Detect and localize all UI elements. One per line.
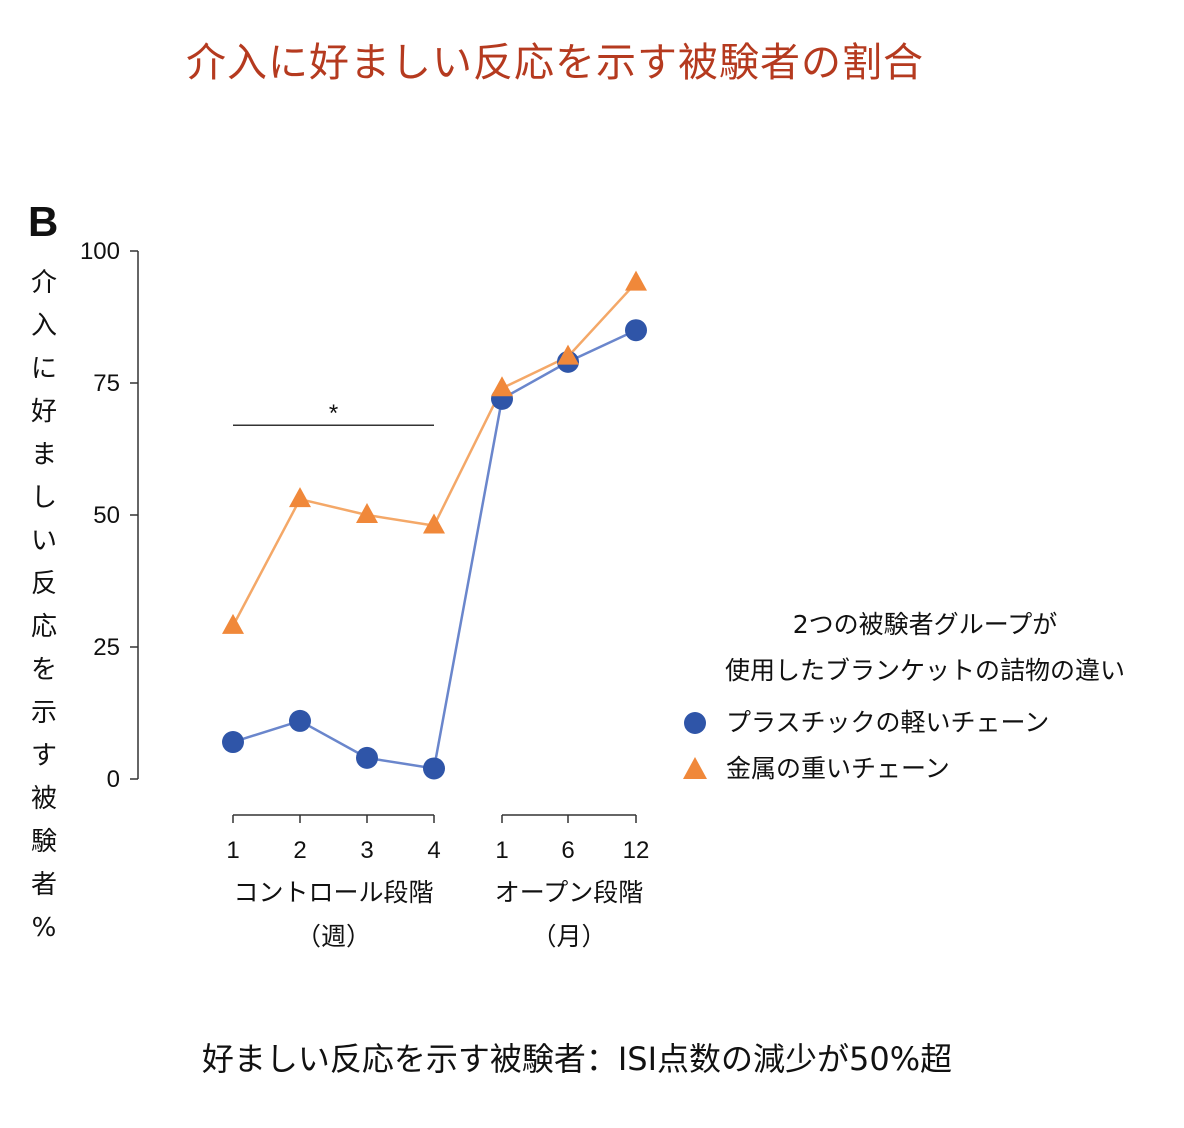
y-axis-label-char: 験 [30, 827, 57, 857]
series-line-plastic [232, 329, 637, 770]
data-point-metal [289, 487, 311, 508]
y-axis-label-char: 好 [30, 397, 57, 427]
data-point-metal [356, 503, 378, 523]
data-point-metal [557, 344, 579, 365]
y-axis-label: 介入に好ましい反応を示す被験者% [22, 262, 66, 950]
panel-label: B [28, 198, 59, 245]
y-axis-label-char: 入 [30, 311, 57, 341]
legend-triangle-marker [683, 757, 707, 779]
chart-title: 介入に好ましい反応を示す被験者の割合 [186, 40, 924, 86]
data-point-metal [491, 376, 513, 397]
data-point-plastic [289, 709, 311, 732]
y-axis-label-char: に [30, 354, 57, 384]
y-axis-label-char: す [30, 741, 57, 771]
legend-item-metal: 金属の重いチェーン [680, 746, 1170, 792]
y-tick-label: 25 [93, 634, 120, 661]
x-tick-label: 1 [495, 837, 508, 864]
data-point-plastic [423, 757, 445, 780]
y-axis-label-char: ま [30, 440, 57, 470]
series-line-metal [231, 281, 637, 627]
legend-label-plastic: プラスチックの軽いチェーン [726, 708, 1050, 737]
data-point-metal [423, 513, 445, 534]
x-group-unit: （月） [531, 922, 606, 951]
legend-title-line2: 使用したブランケットの詰物の違い [724, 656, 1125, 685]
y-tick-label: 50 [93, 502, 120, 529]
y-axis-label-char: を [30, 655, 57, 685]
legend: 2つの被験者グループが 使用したブランケットの詰物の違い プラスチックの軽いチェ… [680, 602, 1170, 792]
x-tick-label: 3 [360, 837, 373, 864]
y-axis-label-char: % [31, 913, 57, 943]
y-axis-label-char: 応 [30, 612, 57, 642]
legend-item-plastic: プラスチックの軽いチェーン [680, 700, 1170, 746]
x-group-unit: （週） [296, 922, 371, 951]
significance-label: * [329, 400, 338, 427]
legend-title-line1: 2つの被験者グループが [792, 610, 1058, 639]
x-group-label: コントロール段階 [233, 878, 433, 907]
y-tick-label: 0 [107, 766, 120, 793]
y-axis-label-char: 示 [30, 698, 57, 728]
x-tick-label: 2 [293, 837, 306, 864]
x-tick-label: 1 [226, 837, 239, 864]
y-tick-label: 100 [80, 238, 120, 265]
y-axis-label-char: 被 [30, 784, 57, 814]
y-axis-label-char: 介 [30, 268, 57, 298]
data-point-metal [222, 613, 244, 634]
y-tick-label: 75 [93, 370, 120, 397]
legend-circle-marker [684, 712, 706, 734]
y-axis-label-char: 者 [30, 870, 57, 900]
x-tick-label: 4 [427, 837, 440, 864]
data-point-plastic [356, 746, 378, 769]
x-tick-label: 12 [623, 837, 650, 864]
y-axis-label-char: 反 [30, 569, 57, 599]
data-point-plastic [625, 319, 647, 342]
x-group-label: オープン段階 [495, 878, 644, 907]
x-tick-label: 6 [561, 837, 574, 864]
footnote: 好ましい反応を示す被験者：ISI点数の減少が50%超 [201, 1040, 953, 1078]
legend-label-metal: 金属の重いチェーン [726, 754, 950, 783]
y-axis-label-char: し [30, 483, 57, 513]
data-point-metal [625, 270, 647, 291]
data-point-plastic [222, 731, 244, 754]
y-axis-label-char: い [30, 526, 57, 556]
